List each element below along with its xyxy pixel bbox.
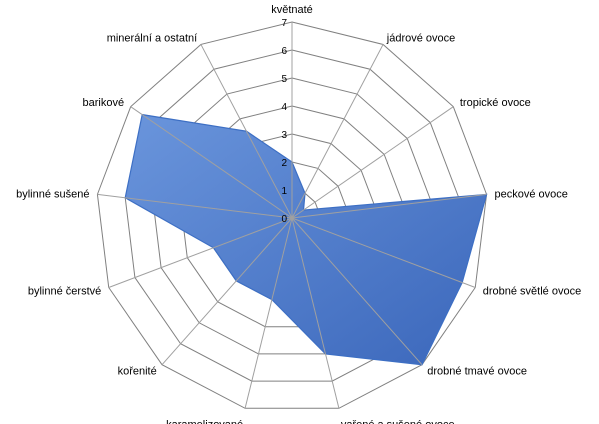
spoke-2 <box>291 106 454 219</box>
axis-label-6: vařené a sušené ovoce <box>341 419 455 424</box>
spoke-12 <box>200 44 293 219</box>
tick-label-0: 0 <box>281 214 287 225</box>
grid-layer <box>96 21 488 409</box>
axis-label-8: kořenité <box>118 366 157 378</box>
tick-label-4: 4 <box>281 102 287 113</box>
tick-label-1: 1 <box>281 186 287 197</box>
axis-label-4: drobné světlé ovoce <box>483 285 581 297</box>
series-layer <box>124 113 488 366</box>
axis-label-5: drobné tmavé ovoce <box>427 366 527 378</box>
axis-label-12: minerální a ostatní <box>107 32 198 44</box>
spoke-10 <box>97 193 293 219</box>
axis-label-10: bylinné sušené <box>16 188 89 200</box>
axis-label-2: tropické ovoce <box>460 97 531 109</box>
tick-layer: 0 1 2 3 4 5 6 7 <box>281 18 287 225</box>
axis-label-3: peckové ovoce <box>495 188 568 200</box>
spoke-1 <box>291 44 384 219</box>
grid-ring-7 <box>96 21 488 409</box>
spoke-8 <box>161 217 293 366</box>
series-area-0 <box>124 113 488 366</box>
tick-label-5: 5 <box>281 74 287 85</box>
spoke-4 <box>291 217 476 288</box>
axis-label-1: jádrové ovoce <box>386 32 456 44</box>
tick-label-7: 7 <box>281 18 287 29</box>
axis-label-11: barikové <box>83 97 125 109</box>
tick-label-2: 2 <box>281 158 287 169</box>
tick-label-3: 3 <box>281 130 287 141</box>
spoke-3 <box>291 193 487 219</box>
tick-label-6: 6 <box>281 46 287 57</box>
spoke-9 <box>108 217 293 288</box>
axis-label-0: květnaté <box>271 4 313 16</box>
label-layer: květnaté jádrové ovoce tropické ovoce pecko… <box>16 4 581 424</box>
spoke-layer <box>97 22 487 409</box>
axis-label-9: bylinné čerstvé <box>28 285 101 297</box>
axis-label-7: karamelizované <box>166 419 243 424</box>
spoke-5 <box>291 217 423 366</box>
spoke-11 <box>130 106 293 219</box>
spoke-7 <box>244 217 293 409</box>
spoke-6 <box>291 217 340 409</box>
